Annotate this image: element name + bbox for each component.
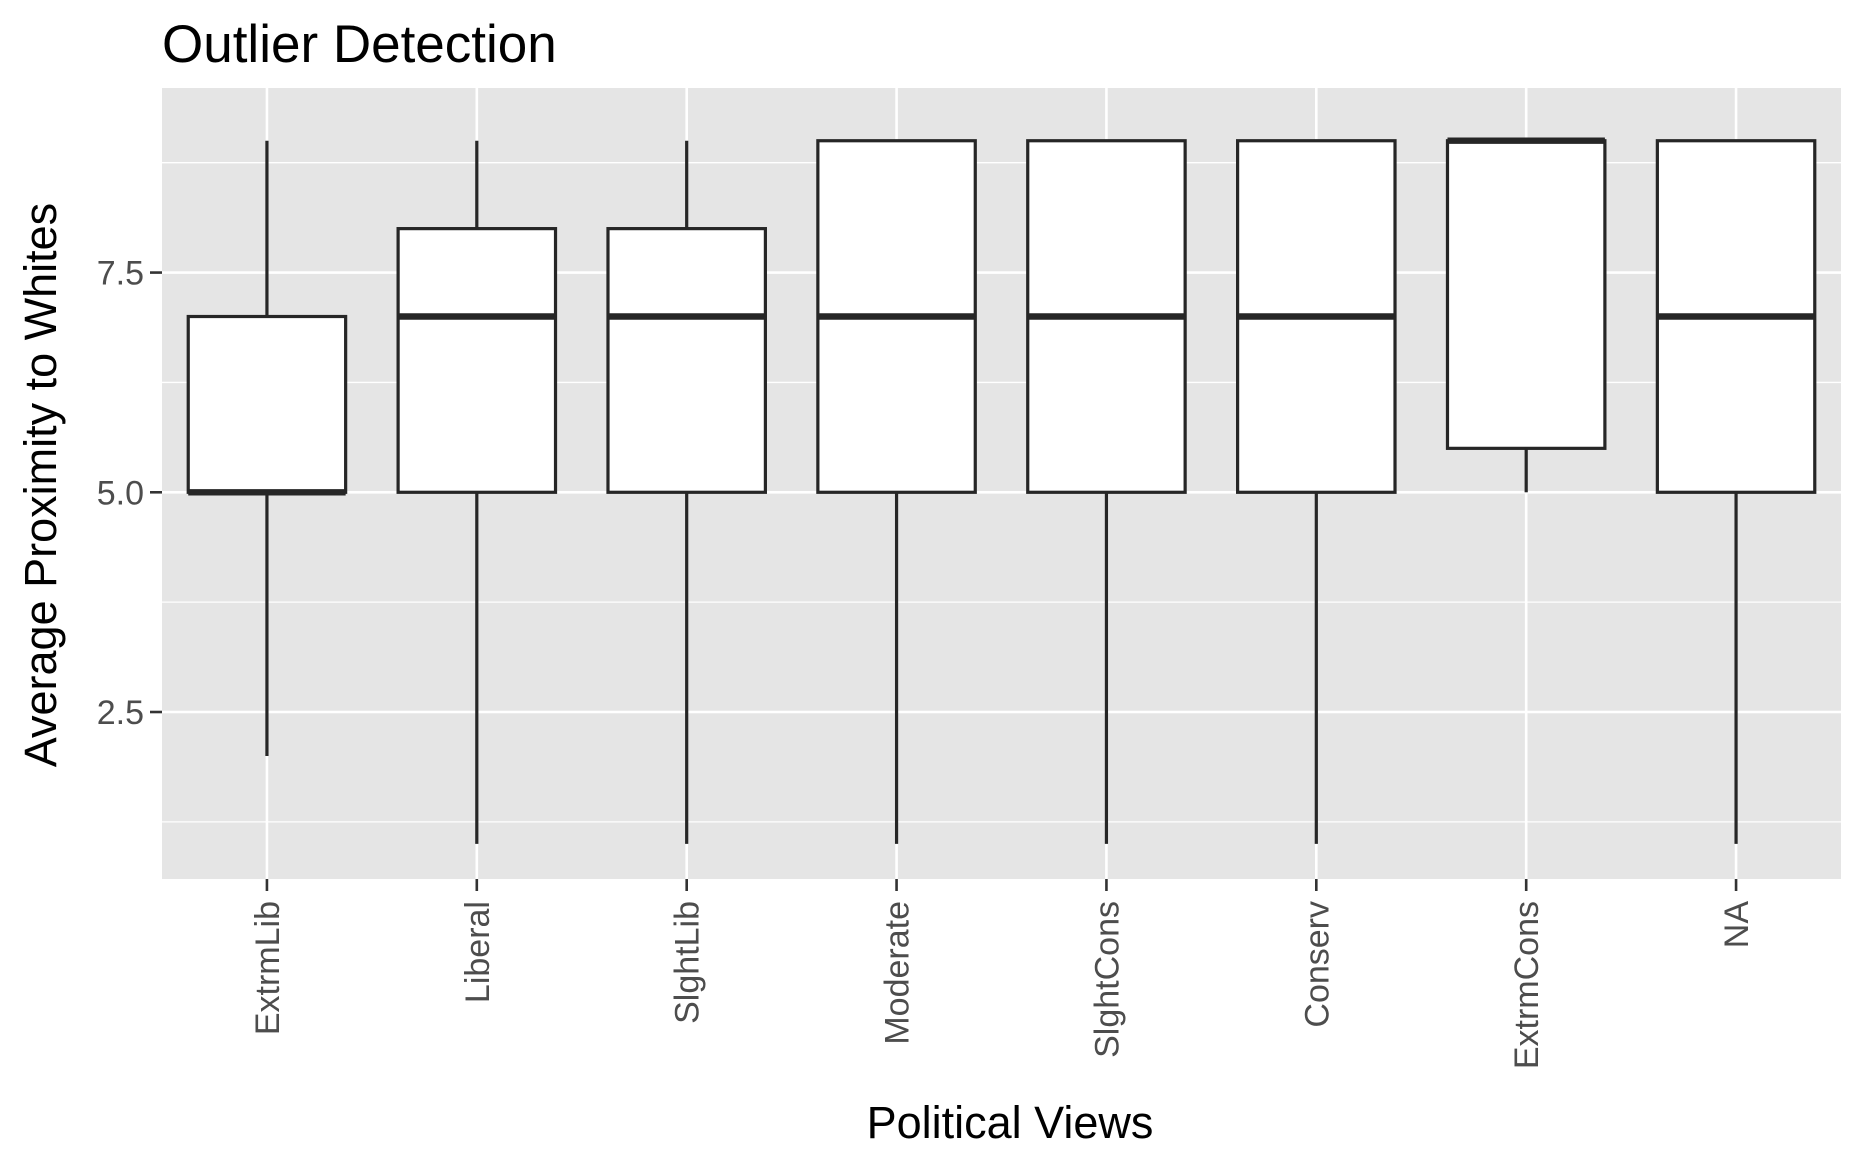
- x-tick-label: Moderate: [879, 901, 917, 1045]
- box-slghtlib: [606, 140, 767, 844]
- y-tick-label: 7.5: [97, 255, 144, 293]
- y-tick-label: 5.0: [97, 474, 144, 512]
- box-liberal: [396, 140, 558, 844]
- axis-layer: 2.5 5.0 7.5 ExtrmLib Liberal SlghtLib Moderate…: [97, 255, 1756, 1070]
- box-layer: [186, 137, 1817, 844]
- y-axis-title: Average Proximity to Whites: [15, 203, 66, 767]
- box-iqr: [606, 227, 767, 494]
- x-tick-label: ExtrmLib: [249, 901, 287, 1035]
- box-conserv: [1236, 139, 1397, 844]
- y-tick-label: 2.5: [97, 694, 144, 732]
- box-iqr: [186, 314, 348, 494]
- x-tick-label: NA: [1718, 901, 1756, 949]
- x-tick-label: Liberal: [459, 901, 497, 1003]
- x-axis-title: Political Views: [867, 1097, 1154, 1148]
- box-iqr: [396, 227, 558, 494]
- x-tick-label: ExtrmCons: [1508, 901, 1546, 1069]
- chart-title: Outlier Detection: [162, 15, 557, 74]
- box-na: [1655, 139, 1817, 844]
- box-slghtcons: [1026, 139, 1187, 844]
- x-tick-label: Conserv: [1298, 901, 1336, 1028]
- box-iqr: [1445, 139, 1607, 450]
- x-tick-label: SlghtCons: [1088, 901, 1126, 1058]
- x-tick-label: SlghtLib: [669, 901, 707, 1024]
- box-extrmcons: [1445, 137, 1607, 493]
- box-extrmlib: [186, 140, 348, 756]
- box-moderate: [816, 139, 977, 844]
